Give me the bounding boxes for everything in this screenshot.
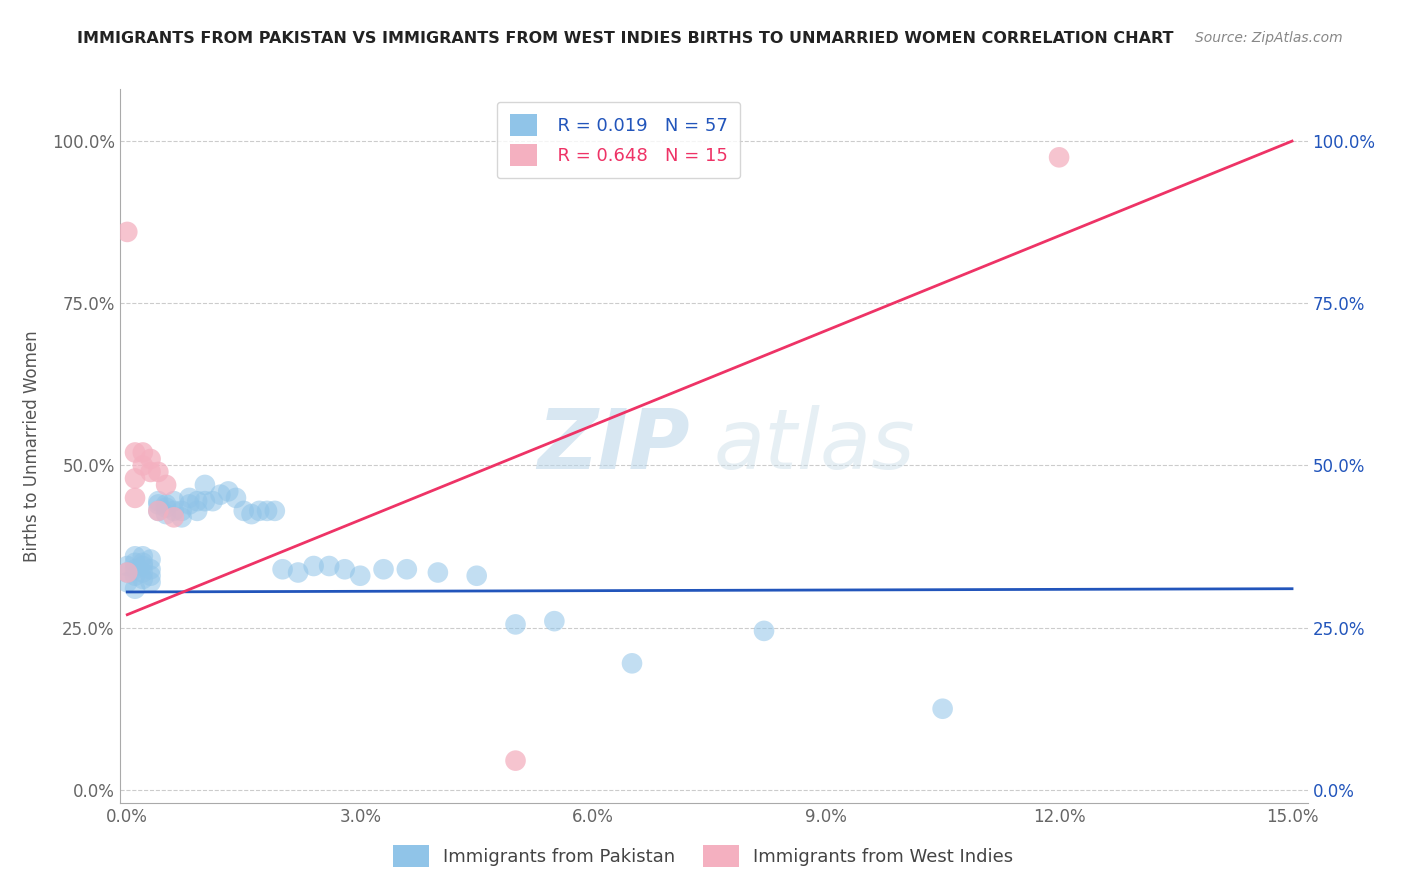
Point (148, 504, 170, 518)
Point (287, 566, 309, 580)
Point (186, 504, 208, 518)
Point (505, 617, 527, 632)
Point (931, 702, 953, 716)
Point (240, 507, 263, 521)
Point (124, 556, 146, 570)
Point (132, 445, 155, 459)
Point (155, 500, 177, 515)
Text: ZIP: ZIP (537, 406, 690, 486)
Point (194, 494, 217, 508)
Point (132, 572, 155, 586)
Point (155, 497, 177, 511)
Point (209, 488, 232, 502)
Point (132, 556, 155, 570)
Point (124, 582, 146, 596)
Point (132, 566, 155, 580)
Point (373, 562, 395, 576)
Point (426, 566, 449, 580)
Text: atlas: atlas (714, 406, 915, 486)
Point (132, 559, 155, 574)
Point (139, 575, 162, 590)
Point (139, 465, 162, 479)
Point (1047, 150, 1070, 164)
Point (465, 568, 488, 582)
Point (124, 549, 146, 564)
Point (179, 491, 201, 505)
Point (139, 552, 162, 566)
Point (124, 491, 146, 505)
Point (117, 559, 139, 574)
Point (148, 497, 170, 511)
Point (263, 504, 285, 518)
Point (139, 568, 162, 582)
Point (232, 504, 254, 518)
Point (505, 754, 527, 768)
Point (155, 507, 177, 521)
Point (225, 491, 247, 505)
Point (148, 504, 170, 518)
Point (155, 478, 177, 492)
Point (179, 497, 201, 511)
Point (349, 568, 371, 582)
Point (139, 562, 162, 576)
Point (117, 225, 139, 239)
Point (117, 566, 139, 580)
Point (163, 510, 186, 524)
Text: IMMIGRANTS FROM PAKISTAN VS IMMIGRANTS FROM WEST INDIES BIRTHS TO UNMARRIED WOME: IMMIGRANTS FROM PAKISTAN VS IMMIGRANTS F… (77, 31, 1174, 46)
Point (124, 568, 146, 582)
Legend: Immigrants from Pakistan, Immigrants from West Indies: Immigrants from Pakistan, Immigrants fro… (385, 838, 1021, 874)
Point (163, 494, 186, 508)
Point (752, 624, 775, 638)
Point (170, 510, 193, 524)
Point (333, 562, 356, 576)
Point (124, 471, 146, 485)
Point (139, 452, 162, 467)
Point (148, 494, 170, 508)
Point (124, 445, 146, 459)
Point (132, 458, 155, 473)
Point (194, 478, 217, 492)
Point (117, 566, 139, 580)
Text: Source: ZipAtlas.com: Source: ZipAtlas.com (1195, 31, 1343, 45)
Point (621, 657, 644, 671)
Point (117, 575, 139, 590)
Point (256, 504, 278, 518)
Point (170, 504, 193, 518)
Point (148, 465, 170, 479)
Point (395, 562, 418, 576)
Point (271, 562, 294, 576)
Legend:   R = 0.019   N = 57,   R = 0.648   N = 15: R = 0.019 N = 57, R = 0.648 N = 15 (496, 102, 740, 178)
Point (217, 484, 239, 499)
Point (318, 559, 340, 574)
Point (543, 614, 565, 628)
Point (247, 504, 270, 518)
Point (124, 562, 146, 576)
Point (186, 494, 208, 508)
Point (302, 559, 325, 574)
Point (201, 494, 224, 508)
Y-axis label: Births to Unmarried Women: Births to Unmarried Women (22, 330, 41, 562)
Point (132, 549, 155, 564)
Point (163, 504, 186, 518)
